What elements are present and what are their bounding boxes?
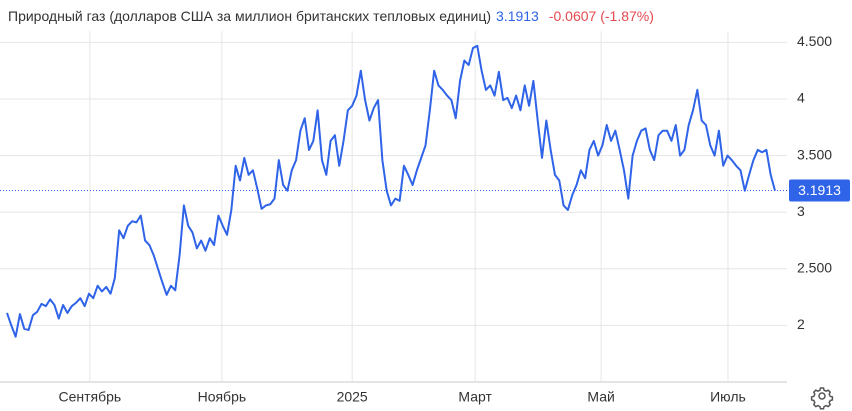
x-tick-label: Ноябрь — [198, 389, 247, 405]
y-tick-label: 3 — [797, 203, 805, 219]
x-tick-label: 2025 — [337, 389, 368, 405]
chart-header: Природный газ (долларов США за миллион б… — [8, 8, 654, 24]
y-tick-label: 2 — [797, 316, 805, 332]
chart-title: Природный газ (долларов США за миллион б… — [8, 8, 491, 24]
y-tick-label: 4.500 — [797, 33, 832, 49]
x-tick-label: Март — [458, 389, 492, 405]
last-value-tag — [789, 179, 850, 202]
y-tick-label: 3.500 — [797, 146, 832, 162]
x-tick-label: Сентябрь — [58, 389, 121, 405]
y-tick-label: 4 — [797, 90, 805, 106]
x-tick-label: Май — [587, 389, 614, 405]
last-value: 3.1913 — [496, 8, 539, 24]
last-value-label: 3.1913 — [798, 182, 841, 198]
y-tick-label: 2.500 — [797, 260, 832, 276]
settings-icon[interactable] — [810, 387, 834, 410]
change: -0.0607 (-1.87%) — [549, 8, 654, 24]
price-line — [6, 44, 776, 338]
x-tick-label: Июль — [710, 389, 746, 405]
